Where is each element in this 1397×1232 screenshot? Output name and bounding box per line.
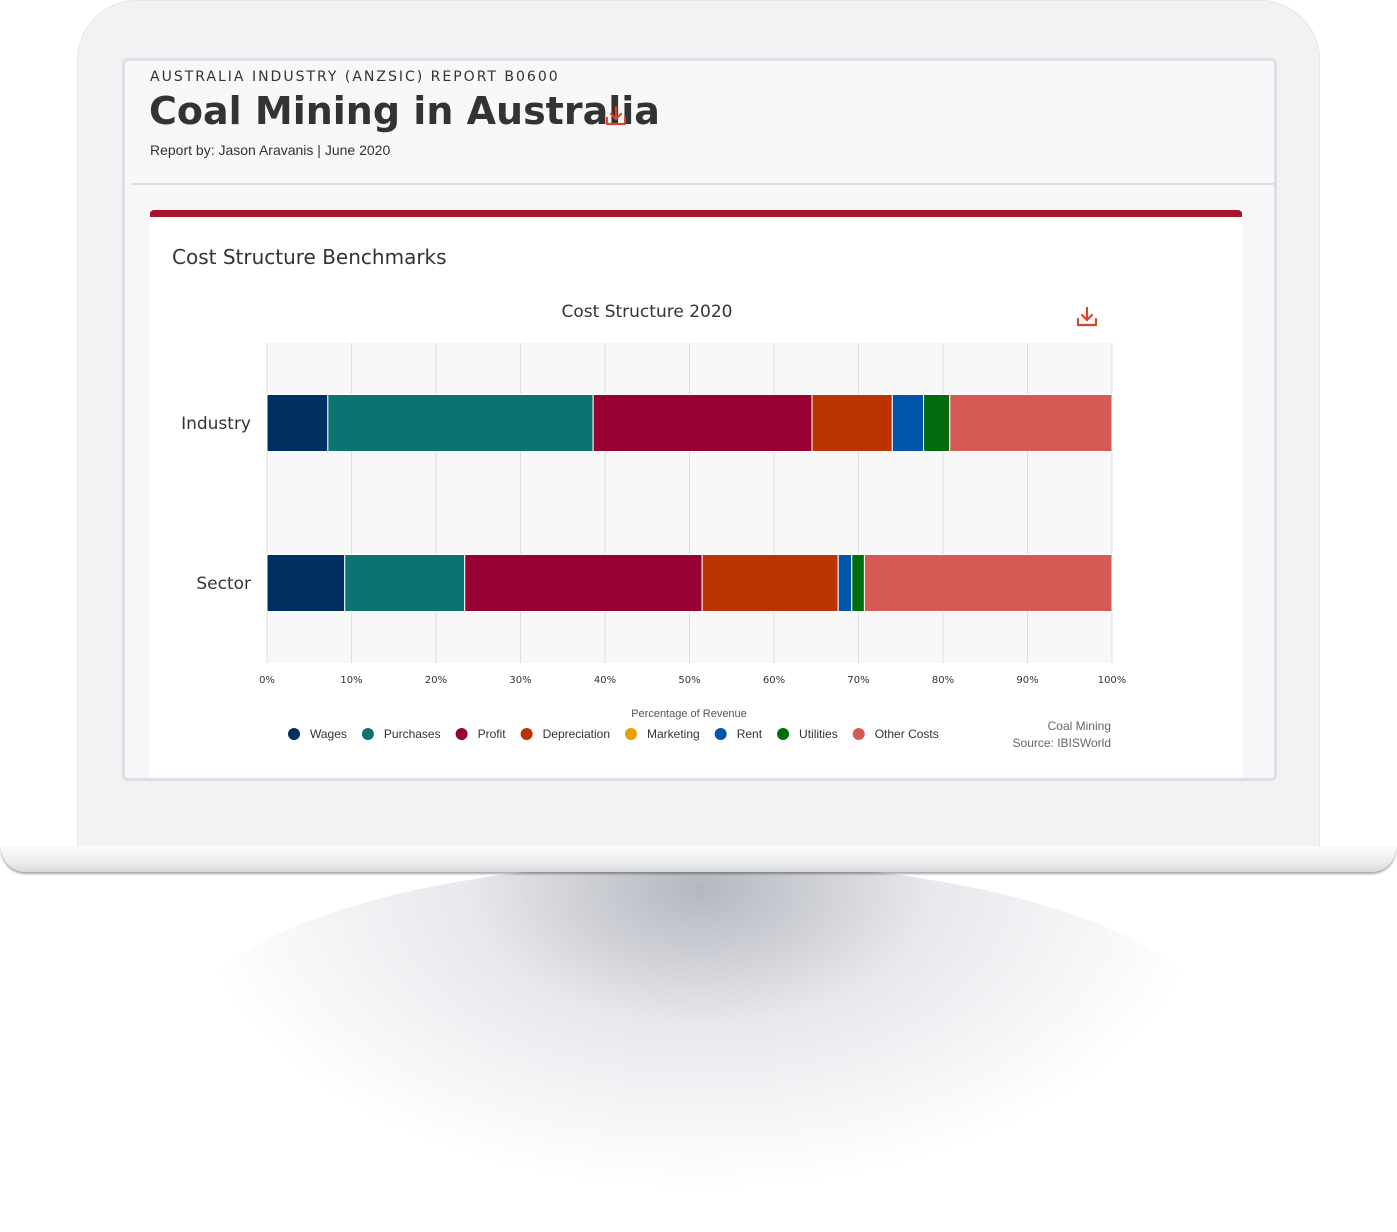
bar-segment[interactable] [811,394,893,452]
legend-item[interactable]: Depreciation [543,727,610,741]
x-tick-label: 100% [1098,675,1127,686]
bar-segment[interactable] [344,554,466,612]
cost-structure-chart: 0% 10% 20% 30% 40% 50% 60% 70% 80% 90% 100% Indust… [181,302,1126,750]
legend-item[interactable]: Wages [310,727,347,741]
x-tick-label: 90% [1016,675,1038,686]
bar-segment[interactable] [701,554,839,612]
bar-segment[interactable] [923,394,951,452]
category-labels: Industry Sector [181,414,251,594]
category-label: Industry [181,414,251,434]
x-axis-label: Percentage of Revenue [631,708,747,720]
x-tick-label: 70% [847,675,869,686]
x-tick-label: 20% [425,675,447,686]
download-icon[interactable] [603,103,629,129]
card-title: Cost Structure Benchmarks [172,245,447,269]
header-divider [131,183,1274,185]
x-tick-label: 10% [340,675,362,686]
bar-segment[interactable] [327,394,594,452]
laptop-shadow [190,862,1210,1192]
legend-marker-icon [714,728,727,740]
legend-marker-icon [455,728,468,740]
legend-marker-icon [777,728,790,740]
legend-marker-icon [288,728,300,740]
x-tick-label: 50% [678,675,700,686]
legend-marker-icon [361,728,374,740]
x-tick-label: 0% [259,675,275,686]
bar-segment[interactable] [464,554,703,612]
x-tick-label: 60% [763,675,785,686]
bar-segment[interactable] [837,554,853,612]
bars [266,394,1113,612]
download-icon[interactable] [1076,306,1098,327]
x-tick-labels: 0% 10% 20% 30% 40% 50% 60% 70% 80% 90% 100% [259,675,1126,686]
report-screen: AUSTRALIA INDUSTRY (ANZSIC) REPORT B0600… [122,58,1277,781]
legend-item[interactable]: Other Costs [875,727,939,741]
chart-source: Coal Mining Source: IBISWorld [1013,719,1111,750]
chart-title: Cost Structure 2020 [562,302,733,322]
legend: Wages Purchases Profit Depreciation Marketin… [288,727,939,741]
legend-item[interactable]: Rent [737,727,763,741]
report-title: Coal Mining in Australia [149,89,660,133]
cost-structure-card: Cost Structure Benchmarks 0% 10% 20% 30% 40%… [150,210,1242,778]
x-tick-label: 40% [594,675,616,686]
category-label: Sector [196,574,251,594]
legend-marker-icon [852,728,865,740]
bar-segment[interactable] [592,394,813,452]
bar-segment[interactable] [949,394,1113,452]
legend-item[interactable]: Profit [478,727,507,741]
x-tick-label: 30% [509,675,531,686]
source-line: Source: IBISWorld [1013,736,1111,750]
report-header: AUSTRALIA INDUSTRY (ANZSIC) REPORT B0600… [125,61,1274,185]
legend-item[interactable]: Utilities [799,727,838,741]
legend-item[interactable]: Purchases [384,727,441,741]
report-code: AUSTRALIA INDUSTRY (ANZSIC) REPORT B0600 [150,69,560,85]
source-line: Coal Mining [1048,719,1111,733]
legend-marker-icon [520,728,533,740]
bar-segment[interactable] [266,554,346,612]
report-byline: Report by: Jason Aravanis | June 2020 [150,142,391,158]
bar-segment[interactable] [863,554,1113,612]
bar-segment[interactable] [266,394,329,452]
legend-marker-icon [625,728,637,740]
x-tick-label: 80% [932,675,954,686]
laptop-base [1,846,1396,872]
bar-segment[interactable] [891,394,925,452]
legend-item[interactable]: Marketing [647,727,700,741]
bar-segment[interactable] [851,554,865,612]
